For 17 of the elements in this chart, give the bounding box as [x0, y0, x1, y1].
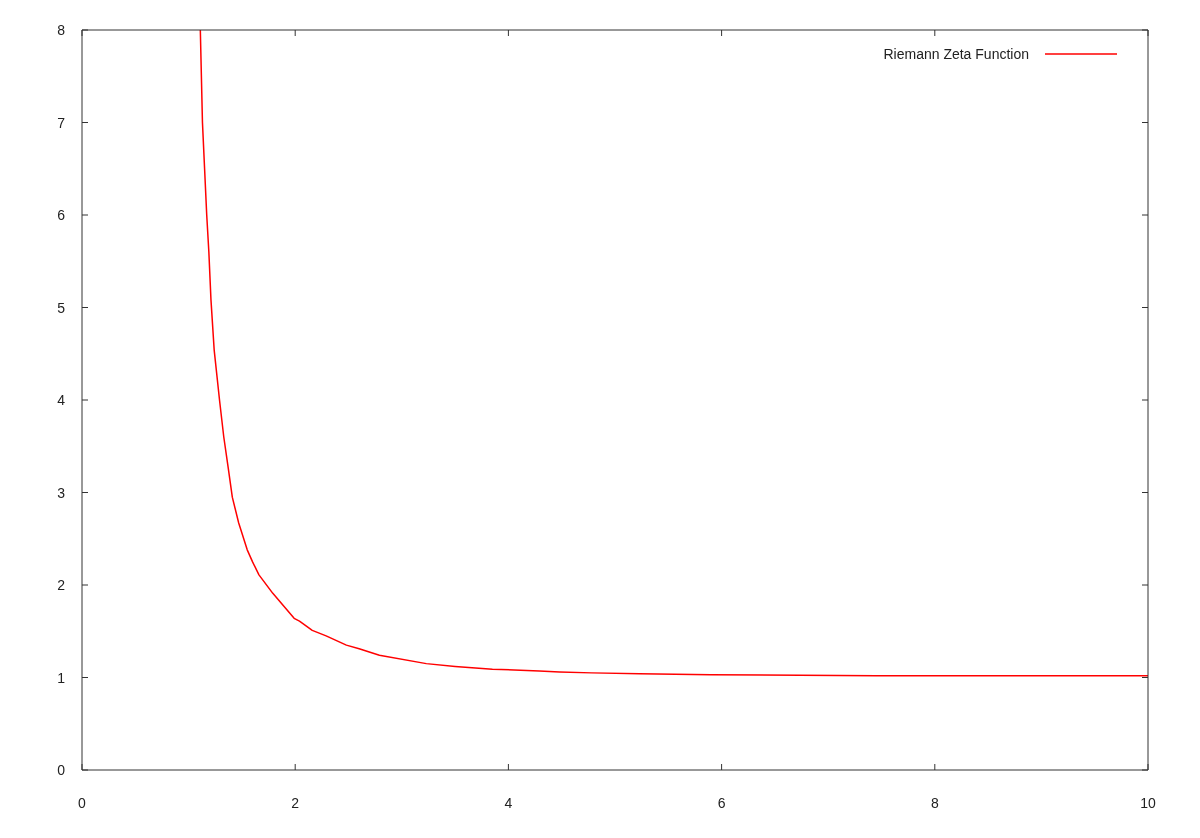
y-tick-label: 3	[57, 484, 66, 501]
y-tick-label: 7	[57, 114, 66, 131]
x-tick-label: 6	[717, 795, 726, 811]
y-tick-label: 0	[57, 762, 66, 778]
line-series	[199, 30, 1148, 677]
text: Riemann Zeta Function	[883, 46, 1029, 62]
x-tick-label: 0	[78, 795, 87, 811]
x-tick-label: 2	[291, 795, 300, 811]
y-tick-label: 4	[57, 392, 66, 408]
x-tick-label: 4	[504, 795, 513, 811]
x-tick-label: 8	[930, 795, 939, 811]
y-tick-label: 1	[57, 669, 66, 686]
y-tick-label: 8	[57, 22, 66, 38]
y-tick-label: 6	[57, 207, 66, 223]
y-tick-label: 2	[57, 577, 66, 593]
x-tick-label: 10	[1140, 795, 1156, 811]
y-tick-label: 5	[57, 299, 66, 316]
